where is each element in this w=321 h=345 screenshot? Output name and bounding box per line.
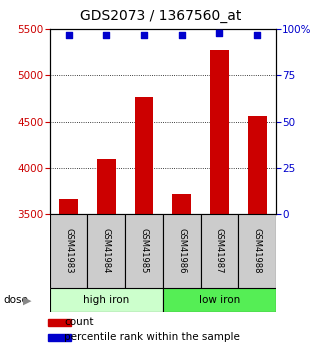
Bar [134, 97, 153, 214]
Text: GSM41983: GSM41983 [64, 228, 73, 274]
Bar [59, 199, 78, 214]
Text: GSM41984: GSM41984 [102, 228, 111, 274]
Text: GSM41985: GSM41985 [140, 228, 149, 274]
Bar [48, 319, 71, 326]
FancyBboxPatch shape [201, 214, 238, 288]
FancyBboxPatch shape [87, 214, 125, 288]
Point [179, 32, 184, 38]
Text: GSM41987: GSM41987 [215, 228, 224, 274]
Text: GSM41988: GSM41988 [253, 228, 262, 274]
FancyBboxPatch shape [50, 214, 87, 288]
Text: count: count [64, 317, 94, 327]
FancyBboxPatch shape [125, 214, 163, 288]
Bar [210, 50, 229, 214]
Point [104, 32, 109, 38]
Text: dose: dose [3, 295, 28, 305]
Text: low iron: low iron [199, 295, 240, 305]
Bar [97, 159, 116, 214]
Point [217, 30, 222, 36]
Text: ▶: ▶ [23, 295, 31, 305]
Text: high iron: high iron [83, 295, 129, 305]
Bar [48, 334, 71, 341]
Bar [248, 116, 267, 214]
Point [142, 32, 147, 38]
Bar [172, 194, 191, 214]
FancyBboxPatch shape [163, 214, 201, 288]
Text: percentile rank within the sample: percentile rank within the sample [64, 333, 240, 343]
Text: GSM41986: GSM41986 [177, 228, 186, 274]
FancyBboxPatch shape [50, 288, 163, 312]
FancyBboxPatch shape [238, 214, 276, 288]
Point [255, 32, 260, 38]
Point [66, 32, 71, 38]
Text: GDS2073 / 1367560_at: GDS2073 / 1367560_at [80, 9, 241, 22]
FancyBboxPatch shape [163, 288, 276, 312]
